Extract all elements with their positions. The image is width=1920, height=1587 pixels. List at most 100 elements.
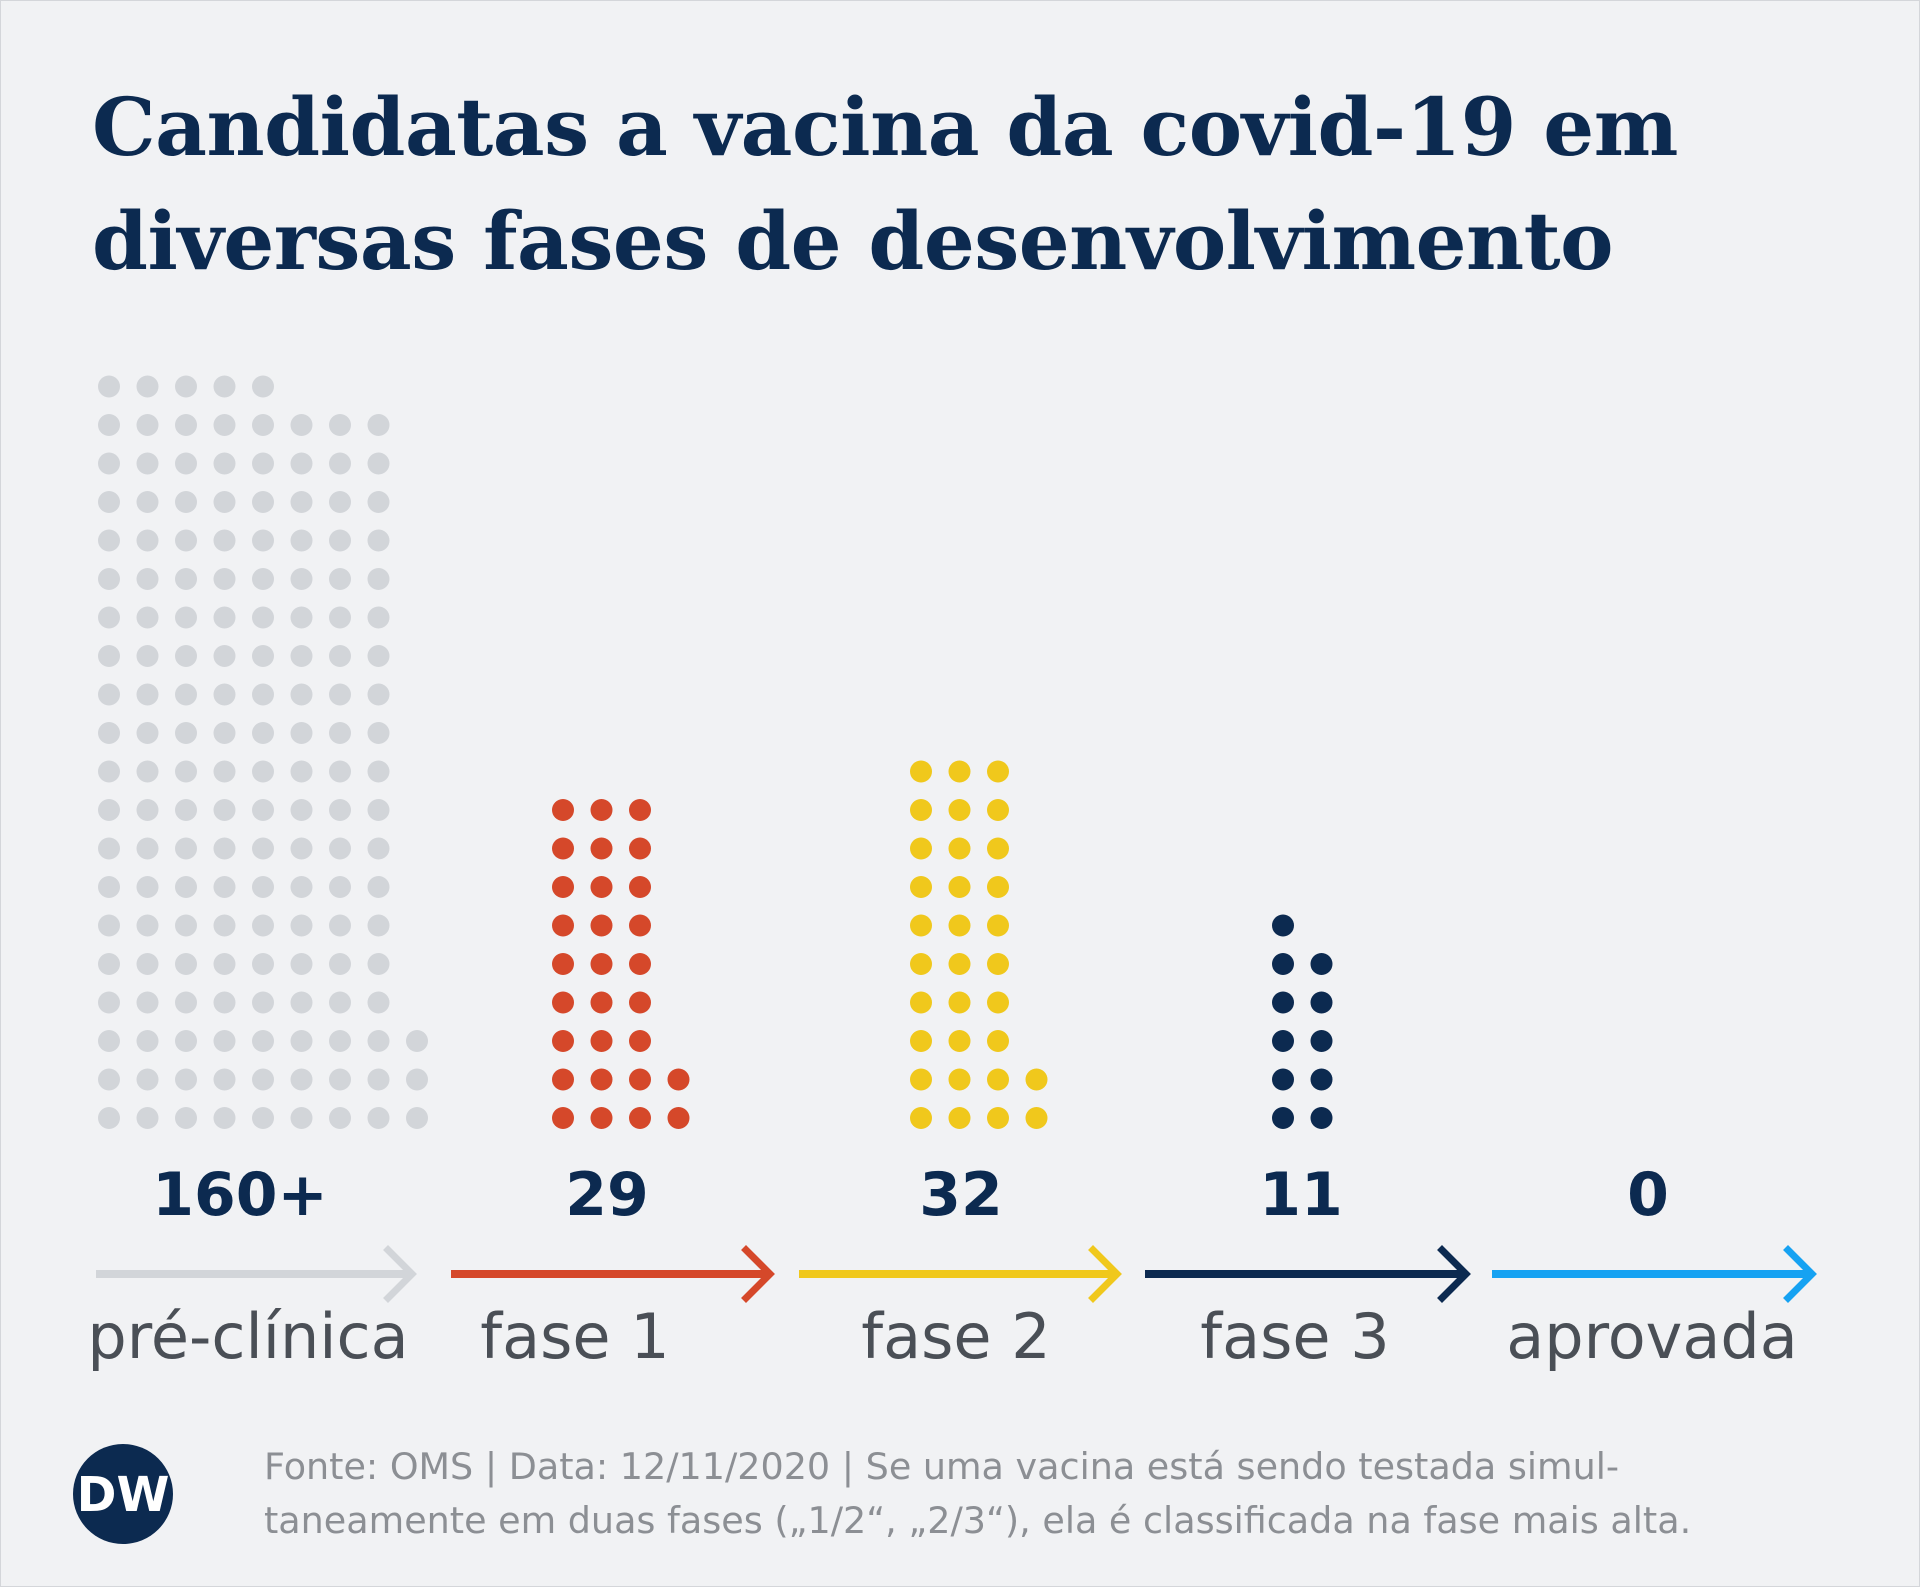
dot-0-16-4 <box>252 491 274 513</box>
dot-1-2-2 <box>629 1030 651 1052</box>
dot-1-4-2 <box>629 953 651 975</box>
dot-0-16-3 <box>213 491 236 513</box>
dot-0-12-4 <box>252 645 274 667</box>
dot-2-7-1 <box>948 837 971 860</box>
dot-0-7-7 <box>367 837 390 860</box>
dot-0-13-3 <box>213 606 236 629</box>
source-note: Fonte: OMS | Data: 12/11/2020 | Se uma v… <box>264 1445 1692 1542</box>
dot-0-6-1 <box>136 876 159 898</box>
phase-label-1: fase 1 <box>480 1300 669 1373</box>
dot-0-8-6 <box>329 799 351 821</box>
value-label-1: 29 <box>565 1160 649 1230</box>
dot-0-1-3 <box>213 1068 236 1091</box>
dot-0-3-6 <box>329 991 351 1014</box>
dot-2-6-0 <box>910 876 932 898</box>
arrow-head-4 <box>1783 1245 1817 1303</box>
dot-0-3-7 <box>367 991 390 1014</box>
arrow-head-2 <box>1088 1245 1122 1303</box>
dot-0-11-0 <box>98 683 120 706</box>
dot-0-16-7 <box>367 491 390 513</box>
dot-2-6-1 <box>948 876 971 898</box>
dot-3-2-0 <box>1272 1030 1294 1052</box>
dot-0-14-0 <box>98 568 120 590</box>
dot-0-5-2 <box>175 914 197 937</box>
dot-0-14-2 <box>175 568 197 590</box>
dot-1-1-0 <box>552 1068 574 1091</box>
dot-1-2-1 <box>590 1030 613 1052</box>
dot-0-0-7 <box>367 1107 390 1129</box>
dot-0-0-3 <box>213 1107 236 1129</box>
dot-0-7-0 <box>98 837 120 860</box>
dot-1-7-0 <box>552 837 574 860</box>
dot-0-13-0 <box>98 606 120 629</box>
dot-0-15-1 <box>136 529 159 552</box>
dot-0-5-0 <box>98 914 120 937</box>
dot-0-8-4 <box>252 799 274 821</box>
dot-0-17-3 <box>213 452 236 475</box>
dot-0-1-5 <box>290 1068 313 1091</box>
dot-3-4-0 <box>1272 953 1294 975</box>
dot-3-1-1 <box>1310 1068 1333 1091</box>
dot-1-0-2 <box>629 1107 651 1129</box>
dot-0-6-6 <box>329 876 351 898</box>
dot-0-2-5 <box>290 1030 313 1052</box>
dot-0-10-6 <box>329 722 351 744</box>
dot-3-0-0 <box>1272 1107 1294 1129</box>
dot-3-3-0 <box>1272 991 1294 1014</box>
chart-title: Candidatas a vacina da covid-19 em diver… <box>92 80 1678 288</box>
phase-label-4: aprovada <box>1506 1300 1797 1373</box>
dot-1-7-1 <box>590 837 613 860</box>
dot-0-14-1 <box>136 568 159 590</box>
dot-0-1-2 <box>175 1068 197 1091</box>
dot-0-5-5 <box>290 914 313 937</box>
dot-2-2-1 <box>948 1030 971 1052</box>
dot-0-18-7 <box>367 414 390 436</box>
dot-2-5-2 <box>987 914 1009 937</box>
dot-0-13-5 <box>290 606 313 629</box>
dot-0-6-3 <box>213 876 236 898</box>
dot-2-5-1 <box>948 914 971 937</box>
dot-0-16-1 <box>136 491 159 513</box>
dot-2-3-1 <box>948 991 971 1014</box>
dot-2-7-0 <box>910 837 932 860</box>
dot-0-16-2 <box>175 491 197 513</box>
dot-0-14-7 <box>367 568 390 590</box>
dot-1-8-0 <box>552 799 574 821</box>
dot-0-12-7 <box>367 645 390 667</box>
dot-1-2-0 <box>552 1030 574 1052</box>
dot-3-3-1 <box>1310 991 1333 1014</box>
dot-0-6-7 <box>367 876 390 898</box>
dot-0-10-0 <box>98 722 120 744</box>
dot-2-8-2 <box>987 799 1009 821</box>
dot-0-18-2 <box>175 414 197 436</box>
dot-0-18-3 <box>213 414 236 436</box>
value-label-4: 0 <box>1627 1160 1669 1230</box>
dot-2-2-2 <box>987 1030 1009 1052</box>
dot-0-19-2 <box>175 375 197 398</box>
dot-2-1-2 <box>987 1068 1009 1091</box>
dot-2-6-2 <box>987 876 1009 898</box>
dot-0-5-7 <box>367 914 390 937</box>
arrow-head-1 <box>741 1245 775 1303</box>
dot-0-19-4 <box>252 375 274 398</box>
phase-label-3: fase 3 <box>1200 1300 1389 1373</box>
dot-1-5-2 <box>629 914 651 937</box>
dot-0-16-0 <box>98 491 120 513</box>
dots-layer <box>98 375 1333 1129</box>
dot-0-15-2 <box>175 529 197 552</box>
dot-0-13-2 <box>175 606 197 629</box>
dot-1-1-1 <box>590 1068 613 1091</box>
dot-0-3-2 <box>175 991 197 1014</box>
dot-0-9-2 <box>175 760 197 783</box>
dot-0-8-5 <box>290 799 313 821</box>
dot-0-3-0 <box>98 991 120 1014</box>
value-label-2: 32 <box>919 1160 1003 1230</box>
dot-0-14-3 <box>213 568 236 590</box>
dot-2-4-2 <box>987 953 1009 975</box>
dot-0-4-4 <box>252 953 274 975</box>
dot-0-12-0 <box>98 645 120 667</box>
dot-1-6-0 <box>552 876 574 898</box>
dot-2-2-0 <box>910 1030 932 1052</box>
dot-1-1-2 <box>629 1068 651 1091</box>
dot-0-14-5 <box>290 568 313 590</box>
